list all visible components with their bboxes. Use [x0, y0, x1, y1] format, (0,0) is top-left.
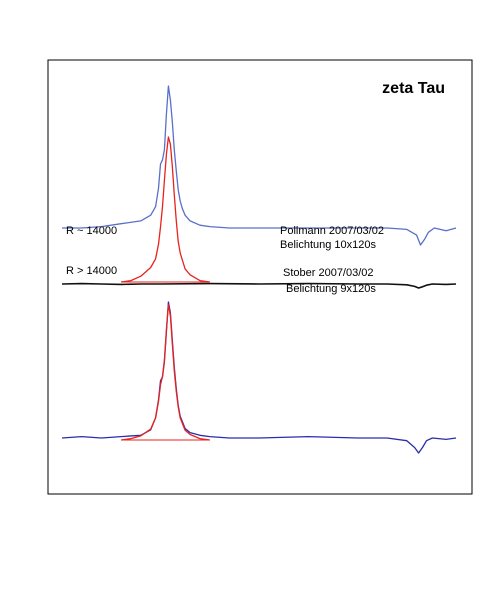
resolution-label-1: R ~ 14000 [66, 225, 117, 237]
series-line-1-3 [61, 282, 457, 289]
chart-title: zeta Tau [382, 80, 445, 97]
exposure-label-2: Belichtung 9x120s [286, 283, 376, 295]
panel-bottom [61, 301, 457, 454]
series-line-2-1 [61, 301, 457, 454]
observer-label-2: Stober 2007/03/02 [283, 267, 374, 279]
plot-frame [47, 59, 473, 495]
series-line-1-1 [62, 85, 457, 246]
observer-label-1: Pollmann 2007/03/02 [280, 225, 384, 237]
resolution-label-2: R > 14000 [66, 265, 117, 277]
series-line-1-2 [121, 136, 210, 283]
exposure-label-1: Belichtung 10x120s [280, 239, 377, 251]
series-line-2-2 [121, 304, 210, 441]
panel-top [61, 85, 457, 289]
